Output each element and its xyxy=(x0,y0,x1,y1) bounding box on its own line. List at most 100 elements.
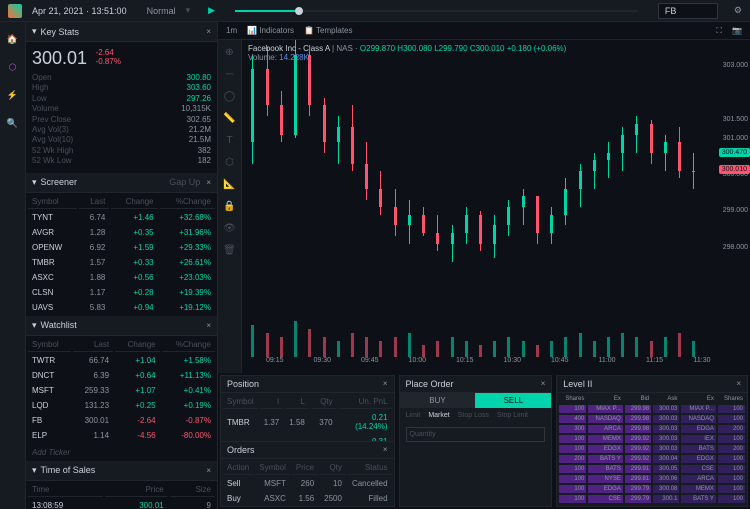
chevron-down-icon[interactable]: ▾ xyxy=(186,5,191,16)
add-ticker[interactable]: Add Ticker xyxy=(26,444,217,461)
stat-row: High303.60 xyxy=(32,83,211,93)
chart-header: Facebook Inc - Class A | NAS · O299.870 … xyxy=(248,44,566,62)
stat-row: Volume10,315K xyxy=(32,104,211,114)
l2-row: 100NYSE299.81300.06ARCA100 xyxy=(559,475,745,483)
gear-icon[interactable]: ⚙ xyxy=(734,5,742,16)
order-row[interactable]: BuyASXC1.562500Filled xyxy=(223,492,392,505)
table-row[interactable]: TMBR1.57+0.33+26.61% xyxy=(28,256,215,269)
watchlist-title: Watchlist xyxy=(41,320,207,330)
table-row[interactable]: TWTR66.74+1.04+1.58% xyxy=(28,354,215,367)
home-icon[interactable]: 🏠 xyxy=(6,32,20,46)
screener-table: SymbolLastChange%ChangeTYNT6.74+1.46+32.… xyxy=(26,193,217,316)
camera-icon[interactable]: 📷 xyxy=(732,26,742,35)
topbar: Apr 21, 2021 · 13:51:00 Normal ▾ ▶ ⚙ xyxy=(0,0,750,22)
table-row[interactable]: CLSN1.17+0.28+19.39% xyxy=(28,286,215,299)
stat-row: 52 Wk High382 xyxy=(32,146,211,156)
chart-tools: ⊕ ─ ◯ 📏 T ⬡ 📐 🔒 👁 🗑 xyxy=(218,40,242,373)
screener-mode[interactable]: Gap Up xyxy=(169,177,200,187)
chart-tool[interactable]: T xyxy=(224,134,236,146)
chart-tool[interactable]: 📐 xyxy=(224,178,236,190)
close-icon[interactable]: × xyxy=(541,379,546,389)
table-row[interactable]: ELP1.14-4.56-80.00% xyxy=(28,429,215,442)
chevron-down-icon[interactable]: ▾ xyxy=(32,320,37,331)
table-row[interactable]: UAVS5.83+0.94+19.12% xyxy=(28,301,215,314)
table-row[interactable]: FB300.01-2.64-0.87% xyxy=(28,414,215,427)
table-row[interactable]: OPENW6.92+1.59+29.33% xyxy=(28,241,215,254)
l2-row: 200BATS Y299.92300.04EDGX100 xyxy=(559,455,745,463)
chart-tool[interactable]: 🔒 xyxy=(224,200,236,212)
app-logo xyxy=(8,4,22,18)
position-panel: Position× SymbolILQtyUn. PnLTMBR1.371.58… xyxy=(220,375,395,507)
order-mode[interactable]: Stop Limit xyxy=(497,412,528,419)
table-row[interactable]: MSFT259.33+1.07+0.41% xyxy=(28,384,215,397)
hex-icon[interactable]: ⬡ xyxy=(6,60,20,74)
chart-tool[interactable]: 📏 xyxy=(224,112,236,124)
left-sidebar: ▾ Key Stats × 300.01 -2.64-0.87% Open300… xyxy=(26,22,218,509)
price-change: -2.64-0.87% xyxy=(96,48,121,66)
l2-row: 100EDGA299.79300.08MEMX100 xyxy=(559,485,745,493)
l2-row: 400NASDAQ299.98300.03NASDAQ100 xyxy=(559,415,745,423)
chart-tool[interactable]: ⬡ xyxy=(224,156,236,168)
bolt-icon[interactable]: ⚡ xyxy=(6,88,20,102)
quantity-input[interactable]: Quantity xyxy=(406,427,546,442)
l2-row: 100CSE299.79300.1BATS Y100 xyxy=(559,495,745,503)
close-icon[interactable]: × xyxy=(206,27,211,36)
chart-toolbar: 1m 📊 Indicators 📋 Templates ⛶ 📷 xyxy=(218,22,750,40)
search-icon[interactable]: 🔍 xyxy=(6,116,20,130)
order-mode[interactable]: Stop Loss xyxy=(458,412,489,419)
chart-tool[interactable]: 👁 xyxy=(224,222,236,234)
l2-row: 100MEMX299.92300.03IEX100 xyxy=(559,435,745,443)
buy-tab[interactable]: BUY xyxy=(400,393,476,408)
watchlist-table: SymbolLastChange%ChangeTWTR66.74+1.04+1.… xyxy=(26,336,217,444)
table-row[interactable]: DNCT6.39+0.64+11.13% xyxy=(28,369,215,382)
fullscreen-icon[interactable]: ⛶ xyxy=(716,26,722,36)
close-icon[interactable]: × xyxy=(206,466,211,475)
symbol-input[interactable] xyxy=(658,3,718,19)
order-row[interactable]: SellMSFT26010Cancelled xyxy=(223,477,392,490)
screener-title: Screener xyxy=(41,177,170,187)
order-mode[interactable]: Market xyxy=(428,412,449,419)
tab-interval[interactable]: 1m xyxy=(226,26,237,35)
stat-row: Prev Close302.65 xyxy=(32,115,211,125)
tos-title: Time of Sales xyxy=(41,465,207,475)
l2-row: 100EDGX299.92300.03BATS200 xyxy=(559,445,745,453)
tab-indicators[interactable]: 📊 Indicators xyxy=(247,26,294,35)
mode-label[interactable]: Normal xyxy=(147,6,176,16)
tos-row: 13:08:59300.019 xyxy=(28,499,215,509)
order-mode[interactable]: Limit xyxy=(406,412,421,419)
chart-tool[interactable]: 🗑 xyxy=(224,244,236,256)
level2-panel: Level II× SharesExBidAskExShares100MIAX … xyxy=(556,375,748,507)
table-row[interactable]: LQD131.23+0.25+0.19% xyxy=(28,399,215,412)
close-icon[interactable]: × xyxy=(383,379,388,389)
chart-area[interactable]: ⊕ ─ ◯ 📏 T ⬡ 📐 🔒 👁 🗑 Facebook Inc - Class A | NAS … xyxy=(218,40,750,373)
close-icon[interactable]: × xyxy=(206,178,211,187)
place-order-title: Place Order xyxy=(406,379,454,389)
close-icon[interactable]: × xyxy=(383,445,388,455)
play-icon[interactable]: ▶ xyxy=(208,5,215,16)
position-row[interactable]: TMBR1.371.583700.21 (14.24%) xyxy=(223,411,392,433)
chart-tool[interactable]: ◯ xyxy=(224,90,236,102)
l2-row: 100MIAX P...299.98300.03MIAX P...100 xyxy=(559,405,745,413)
price: 300.01 xyxy=(32,48,87,69)
datetime: Apr 21, 2021 · 13:51:00 xyxy=(32,6,127,16)
chart-tool[interactable]: ⊕ xyxy=(224,46,236,58)
level2-title: Level II xyxy=(563,379,592,389)
place-order-panel: Place Order × BUY SELL Limit Market Stop Lo… xyxy=(399,375,553,507)
stat-row: 52 Wk Low182 xyxy=(32,156,211,166)
time-scrubber[interactable] xyxy=(235,10,638,12)
stat-row: Avg Vol(10)21.5M xyxy=(32,135,211,145)
table-row[interactable]: TYNT6.74+1.46+32.68% xyxy=(28,211,215,224)
chevron-down-icon[interactable]: ▾ xyxy=(32,465,37,476)
table-row[interactable]: ASXC1.88+0.56+23.03% xyxy=(28,271,215,284)
chevron-down-icon[interactable]: ▾ xyxy=(32,26,37,37)
chart-tool[interactable]: ─ xyxy=(224,68,236,80)
close-icon[interactable]: × xyxy=(206,321,211,330)
position-title: Position xyxy=(227,379,259,389)
close-icon[interactable]: × xyxy=(736,379,741,389)
table-row[interactable]: AVGR1.28+0.35+31.96% xyxy=(28,226,215,239)
sell-tab[interactable]: SELL xyxy=(475,393,551,408)
stat-row: Avg Vol(3)21.2M xyxy=(32,125,211,135)
tab-templates[interactable]: 📋 Templates xyxy=(304,26,353,35)
chevron-down-icon[interactable]: ▾ xyxy=(32,177,37,188)
keystats-title: Key Stats xyxy=(41,27,207,37)
